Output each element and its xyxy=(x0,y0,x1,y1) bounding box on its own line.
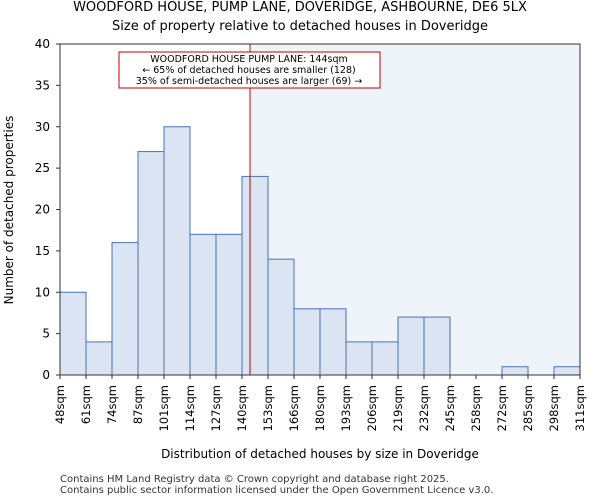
chart-subtitle: Size of property relative to detached ho… xyxy=(112,19,488,34)
bar-61sqm xyxy=(85,341,113,376)
bar-219sqm xyxy=(397,316,425,376)
bar-298sqm xyxy=(553,366,581,376)
x-tick-label: 87sqm xyxy=(131,385,145,424)
x-tick-label: 258sqm xyxy=(469,385,483,431)
bar-206sqm xyxy=(371,341,399,376)
x-tick-label: 193sqm xyxy=(339,385,353,431)
bar-87sqm xyxy=(137,151,165,376)
x-tick-label: 245sqm xyxy=(443,385,457,431)
y-tick-label: 20 xyxy=(35,203,50,217)
x-tick-label: 232sqm xyxy=(417,385,431,431)
x-tick-label: 74sqm xyxy=(105,385,119,424)
y-tick-label: 25 xyxy=(35,161,50,175)
footer-line-1: Contains HM Land Registry data © Crown c… xyxy=(60,474,449,485)
annotation-line-2: ← 65% of detached houses are smaller (12… xyxy=(142,65,355,76)
x-tick-label: 311sqm xyxy=(573,385,587,431)
bar-127sqm xyxy=(215,233,243,376)
bar-48sqm xyxy=(59,291,87,376)
x-tick-label: 206sqm xyxy=(365,385,379,431)
x-tick-label: 140sqm xyxy=(235,385,249,431)
chart-title: WOODFORD HOUSE, PUMP LANE, DOVERIDGE, AS… xyxy=(73,0,527,15)
x-tick-label: 298sqm xyxy=(547,385,561,431)
bar-272sqm xyxy=(501,366,529,376)
y-tick-label: 5 xyxy=(42,327,50,341)
bar-193sqm xyxy=(345,341,373,376)
x-tick-label: 48sqm xyxy=(53,385,67,424)
x-tick-label: 166sqm xyxy=(287,385,301,431)
y-tick-label: 10 xyxy=(35,285,50,299)
bar-232sqm xyxy=(423,316,451,376)
marker-annotation: WOODFORD HOUSE PUMP LANE: 144sqm ← 65% o… xyxy=(118,51,381,89)
x-tick-label: 61sqm xyxy=(79,385,93,424)
bar-74sqm xyxy=(111,242,139,376)
bar-180sqm xyxy=(319,308,347,376)
y-tick-label: 15 xyxy=(35,244,50,258)
x-tick-label: 285sqm xyxy=(521,385,535,431)
x-tick-label: 219sqm xyxy=(391,385,405,431)
x-tick-label: 272sqm xyxy=(495,385,509,431)
bar-153sqm xyxy=(267,258,295,376)
x-tick-label: 127sqm xyxy=(209,385,223,431)
x-tick-label: 101sqm xyxy=(157,385,171,431)
bar-166sqm xyxy=(293,308,321,376)
footer-line-2: Contains public sector information licen… xyxy=(60,485,494,496)
x-axis-label: Distribution of detached houses by size … xyxy=(161,447,479,461)
y-tick-label: 0 xyxy=(42,368,50,382)
annotation-line-1: WOODFORD HOUSE PUMP LANE: 144sqm xyxy=(150,54,348,65)
annotation-line-3: 35% of semi-detached houses are larger (… xyxy=(136,76,363,87)
bar-114sqm xyxy=(189,233,217,376)
y-axis: 0 5 10 15 20 25 30 35 40 xyxy=(35,37,60,382)
x-tick-label: 180sqm xyxy=(313,385,327,431)
bars xyxy=(59,126,581,376)
bar-101sqm xyxy=(163,126,191,376)
y-tick-label: 30 xyxy=(35,120,50,134)
x-tick-label: 114sqm xyxy=(183,385,197,431)
bar-140sqm xyxy=(241,175,269,376)
x-tick-label: 153sqm xyxy=(261,385,275,431)
y-tick-label: 35 xyxy=(35,78,50,92)
y-axis-label: Number of detached properties xyxy=(2,116,16,305)
x-axis: 48sqm 61sqm 74sqm 87sqm 101sqm 114sqm 127sqm 14… xyxy=(53,375,587,431)
y-tick-label: 40 xyxy=(35,37,50,51)
annotation-box xyxy=(118,51,381,89)
